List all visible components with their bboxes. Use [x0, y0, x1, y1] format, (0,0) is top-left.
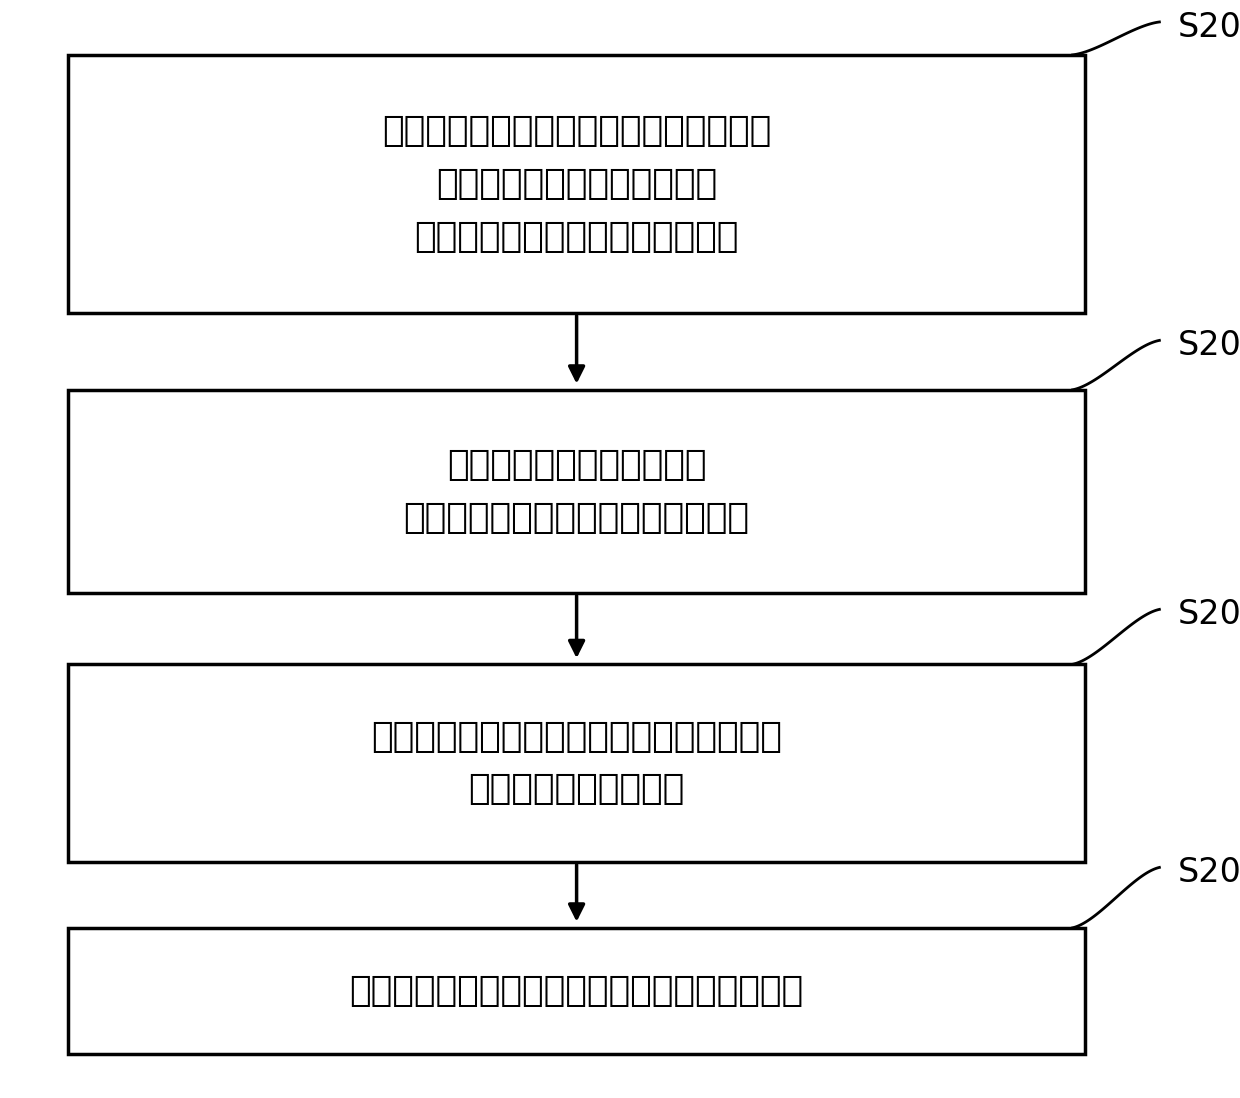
- Bar: [68, 928, 1085, 1054]
- Text: S202: S202: [1178, 11, 1240, 44]
- Text: S208: S208: [1178, 856, 1240, 889]
- Text: 信号，并获取上述膏关节运动: 信号，并获取上述膏关节运动: [436, 167, 717, 201]
- Text: 根据上述膏关节特征信号，: 根据上述膏关节特征信号，: [446, 448, 707, 482]
- Text: S206: S206: [1178, 598, 1240, 631]
- Bar: [68, 55, 1085, 313]
- Text: 基于上述膏关节运动信息，使用预先训练好: 基于上述膏关节运动信息，使用预先训练好: [371, 720, 782, 753]
- Text: 的模型，得到分类结果: 的模型，得到分类结果: [469, 773, 684, 806]
- Text: 获取上述人体的膏关节产生的膏关节特征: 获取上述人体的膏关节产生的膏关节特征: [382, 114, 771, 148]
- Text: 信号对应的上述膏关节的姿态信息: 信号对应的上述膏关节的姿态信息: [414, 220, 739, 254]
- Text: S204: S204: [1178, 329, 1240, 362]
- Text: 基于上述分类结果，确定上述膏关节的受损程度: 基于上述分类结果，确定上述膏关节的受损程度: [350, 974, 804, 1008]
- Bar: [68, 390, 1085, 593]
- Text: 生成上述膏关节运动信号的特征信息: 生成上述膏关节运动信号的特征信息: [403, 501, 750, 535]
- Bar: [68, 664, 1085, 862]
